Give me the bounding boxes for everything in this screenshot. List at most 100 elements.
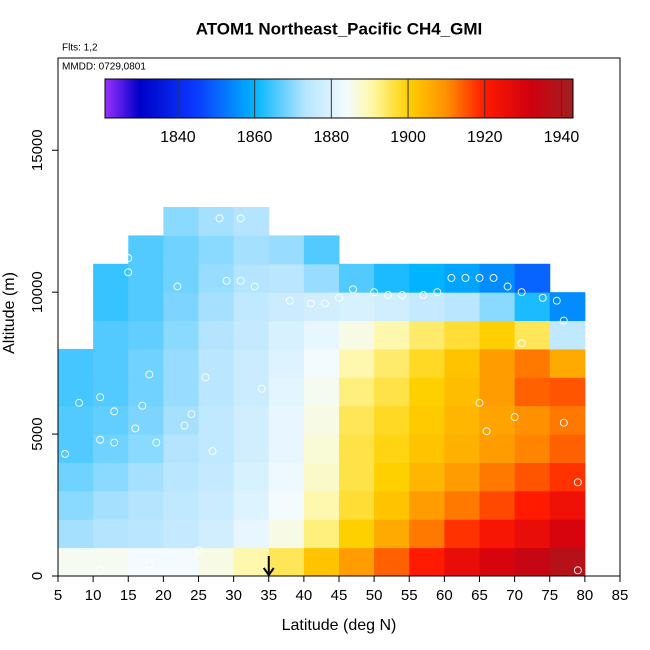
observation-point: [145, 560, 154, 569]
heat-cell: [409, 490, 445, 520]
observation-point: [110, 438, 119, 447]
heat-cell: [128, 377, 164, 407]
heat-cell: [374, 490, 410, 520]
observation-point: [236, 276, 245, 285]
chart-title: ATOM1 Northeast_Pacific CH4_GMI: [196, 19, 483, 38]
heat-cell: [233, 434, 270, 463]
heat-cell: [339, 348, 375, 378]
heat-cell: [233, 490, 270, 520]
heat-cell: [444, 292, 480, 322]
flights-label: Flts: 1,2: [62, 43, 98, 54]
observation-point: [552, 296, 561, 305]
heat-cell: [128, 263, 164, 293]
y-tick-label: 0: [29, 572, 46, 580]
observation-point: [222, 276, 231, 285]
colorbar: [104, 78, 574, 119]
heat-cell: [163, 235, 199, 265]
heat-cell: [479, 547, 516, 577]
heat-cell: [339, 490, 375, 520]
observation-point: [559, 418, 568, 427]
heat-cell: [549, 292, 586, 322]
observation-point: [75, 254, 84, 263]
observation-point: [68, 274, 77, 282]
heat-cell: [303, 547, 340, 577]
heat-cell: [549, 377, 586, 407]
heat-cell: [268, 434, 305, 463]
observation-point: [349, 285, 357, 294]
heat-cell: [268, 348, 305, 378]
x-tick-label: 80: [577, 587, 594, 604]
heat-cell: [514, 519, 551, 549]
observation-point: [215, 214, 224, 223]
heat-cell: [409, 519, 445, 549]
observation-point: [510, 413, 519, 422]
heat-cell: [93, 377, 129, 407]
heat-cell: [268, 490, 305, 520]
observation-point: [96, 393, 105, 402]
heat-cell: [514, 348, 551, 378]
heat-cell: [374, 320, 410, 350]
observation-point: [124, 268, 133, 277]
observation-point: [517, 339, 526, 348]
observation-point: [96, 566, 105, 575]
dates-label: MMDD: 0729,0801: [62, 62, 146, 73]
observation-point: [110, 407, 119, 416]
heat-cell: [93, 348, 129, 378]
heat-cell: [128, 235, 164, 265]
observation-point: [489, 274, 498, 282]
heat-cell: [514, 490, 551, 520]
observation-point: [573, 478, 582, 487]
observation-point: [517, 288, 526, 297]
heat-cell: [514, 320, 551, 350]
heat-cell: [514, 263, 551, 293]
heat-cell: [198, 462, 235, 492]
heat-cell: [163, 320, 199, 350]
observation-point: [482, 427, 491, 436]
heat-cell: [444, 377, 480, 407]
heat-cell: [58, 519, 94, 549]
observation-point: [285, 296, 294, 305]
heat-cell: [374, 348, 410, 378]
heat-cell: [128, 434, 164, 463]
observation-point: [475, 398, 484, 407]
observation-point: [503, 282, 512, 291]
observation-point: [559, 316, 568, 325]
heat-cell: [479, 462, 516, 492]
heat-cell: [163, 462, 199, 492]
x-tick-label: 70: [506, 587, 523, 604]
heat-cell: [303, 348, 340, 378]
heat-cell: [514, 405, 551, 435]
heat-cell: [409, 320, 445, 350]
heat-cell: [233, 292, 270, 322]
heat-cell: [93, 462, 129, 492]
heat-cell: [58, 348, 94, 378]
heat-cell: [303, 490, 340, 520]
heat-cell: [93, 547, 129, 577]
observation-point: [433, 288, 442, 297]
observation-point: [61, 450, 69, 458]
heat-cell: [268, 235, 305, 265]
heat-cell: [374, 547, 410, 577]
observation-point: [398, 291, 407, 299]
heat-cell: [163, 405, 199, 435]
heat-cell: [128, 320, 164, 350]
heat-cell: [409, 462, 445, 492]
x-axis-label: Latitude (deg N): [282, 617, 397, 634]
colorbar-tick-label: 1940: [544, 129, 580, 146]
heat-cell: [128, 462, 164, 492]
heat-cell: [163, 263, 199, 293]
y-tick-label: 15000: [29, 129, 46, 171]
observation-point: [384, 291, 393, 299]
heat-cell: [198, 547, 235, 577]
heat-cell: [549, 490, 586, 520]
heat-cell: [198, 263, 235, 293]
heat-cell: [58, 490, 94, 520]
heat-cell: [549, 462, 586, 492]
heat-cell: [198, 292, 235, 322]
observation-point: [370, 288, 379, 297]
observation-point: [75, 398, 84, 407]
observation-point: [152, 438, 161, 447]
y-axis-label: Altitude (m): [1, 272, 18, 354]
observation-point: [475, 274, 484, 282]
heat-cell: [128, 547, 164, 577]
